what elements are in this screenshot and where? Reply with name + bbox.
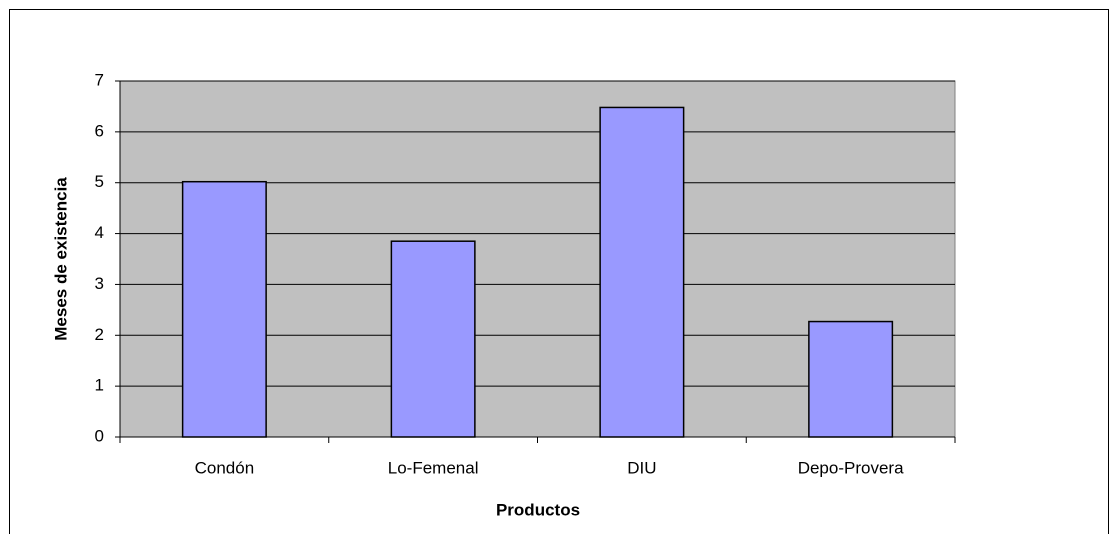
bar [181,180,267,438]
bar [808,320,894,438]
y-axis-title: Meses de existencia [51,177,70,341]
bar [599,106,685,438]
y-tick-label: 0 [95,426,104,445]
y-tick-label: 5 [95,172,104,191]
x-tick-label: Condón [195,458,255,477]
y-tick-label: 7 [95,70,104,89]
x-tick-label: Lo-Femenal [388,458,479,477]
x-tick-label: DIU [627,458,656,477]
y-tick-label: 4 [95,223,104,242]
x-tick-label: Depo-Provera [798,458,904,477]
chart-frame [9,9,1109,534]
y-tick-label: 6 [95,121,104,140]
y-tick-label: 3 [95,274,104,293]
y-tick-label: 2 [95,325,104,344]
y-tick-label: 1 [95,376,104,395]
bar [390,240,476,438]
x-axis-title: Productos [496,500,580,519]
